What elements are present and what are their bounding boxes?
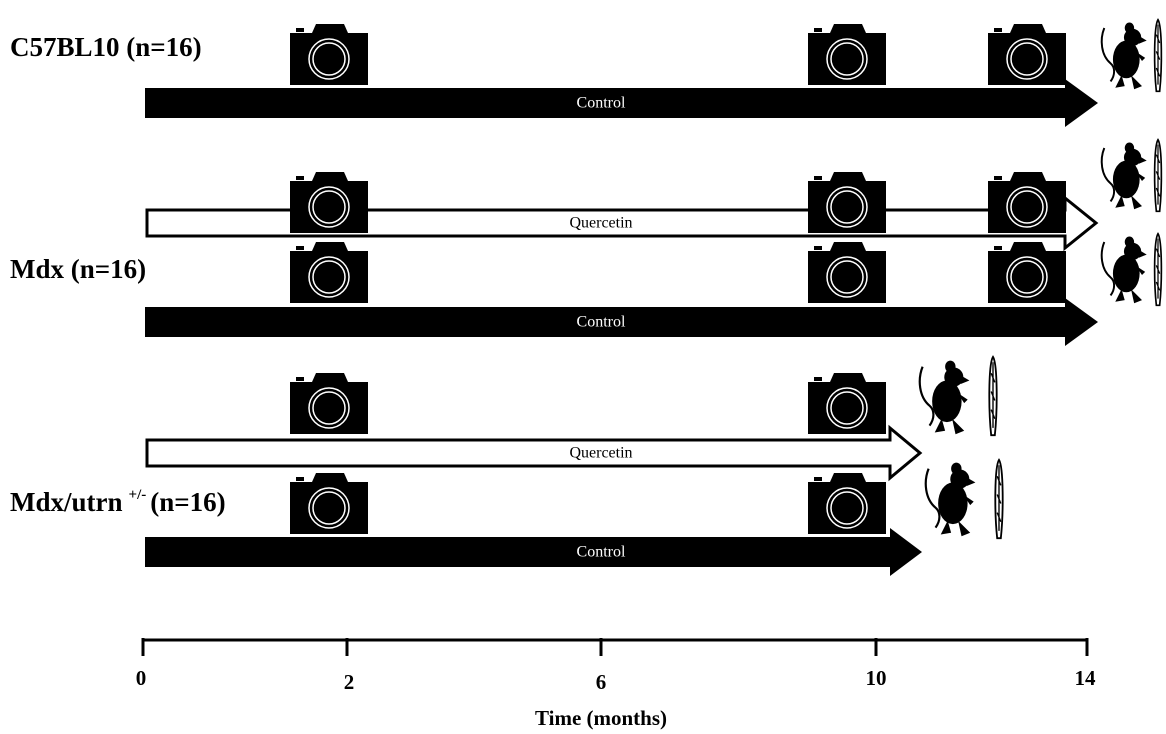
group-name: Mdx	[10, 254, 65, 284]
arrow-label: Control	[577, 95, 626, 112]
axis-title: Time (months)	[535, 706, 667, 730]
tick-label: 10	[866, 666, 887, 690]
tick-label: 2	[344, 670, 355, 694]
arrow-label: Quercetin	[569, 445, 632, 462]
tick-label: 14	[1075, 666, 1097, 690]
group-count: (n=16)	[71, 254, 146, 284]
quercetin-arrow	[147, 428, 920, 478]
group-name: Mdx/utrn	[10, 487, 123, 517]
group-name: C57BL10	[10, 32, 120, 62]
group-label: Mdx (n=16)	[10, 254, 146, 284]
arrow-label: Quercetin	[569, 215, 632, 232]
group-label: Mdx/utrn +/-(n=16)	[10, 487, 226, 517]
group-count: (n=16)	[126, 32, 201, 62]
timeline-diagram: C57BL10 (n=16) Mdx (n=16) Mdx/utrn+/-(n=…	[0, 0, 1166, 734]
time-axis	[143, 638, 1087, 656]
group-count: (n=16)	[150, 487, 225, 517]
tick-label: 6	[596, 670, 607, 694]
control-arrow	[145, 528, 922, 576]
arrow-label: Control	[577, 314, 626, 331]
tick-label: 0	[136, 666, 147, 690]
group-label: C57BL10 (n=16)	[10, 32, 202, 62]
group-superscript: +/-	[129, 487, 147, 503]
arrow-label: Control	[577, 544, 626, 561]
